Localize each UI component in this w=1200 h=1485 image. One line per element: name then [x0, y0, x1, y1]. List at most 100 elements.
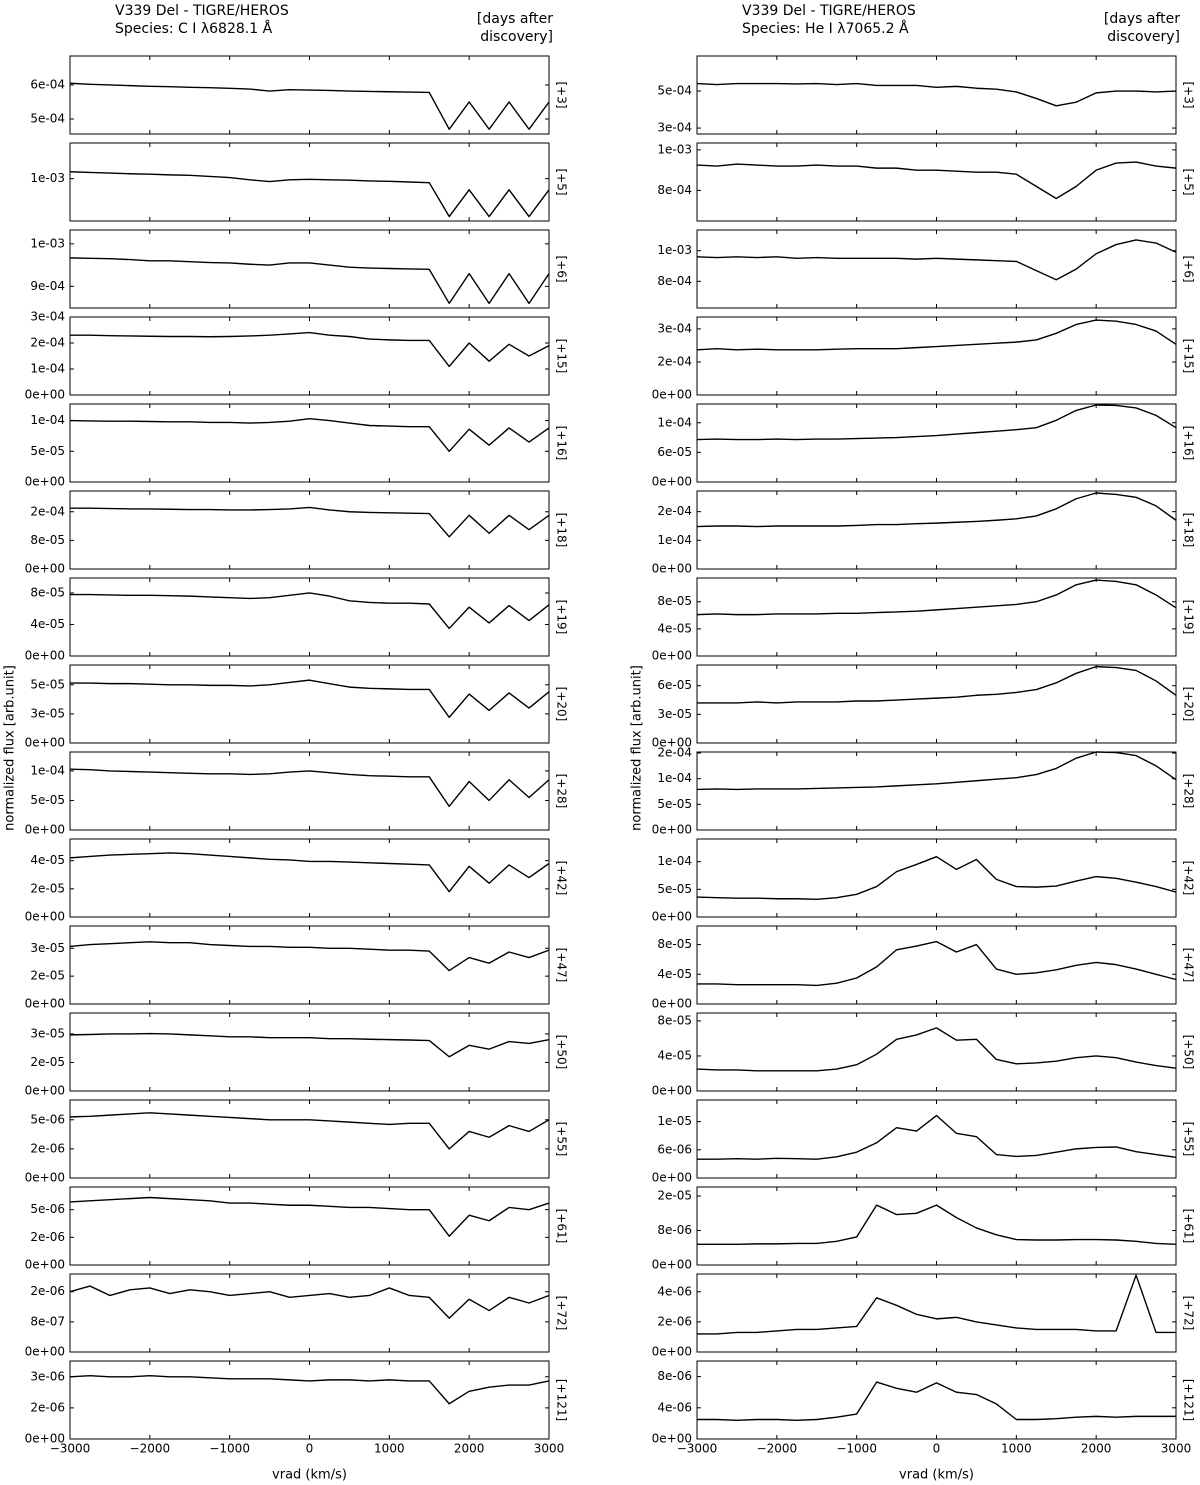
y-tick-label: 4e-06	[657, 1400, 692, 1414]
y-tick-label: 2e-06	[30, 1141, 65, 1155]
spectrum-line	[697, 1274, 1176, 1335]
panel-frame	[69, 751, 550, 831]
chart-subtitle: Species: He I λ7065.2 Å	[742, 20, 909, 37]
panel-note: discovery]	[1107, 29, 1180, 45]
y-tick-label: 8e-06	[657, 1369, 692, 1383]
x-tick-label: −1000	[209, 1442, 250, 1456]
panel-frame	[69, 925, 550, 1005]
spectrum-line	[696, 579, 1177, 616]
x-tick-label: 0	[306, 1442, 314, 1456]
epoch-label: [+72]	[555, 1296, 569, 1331]
y-tick-label: 3e-04	[30, 310, 65, 324]
spectrum-line	[70, 592, 550, 630]
y-tick-label: 0e+00	[25, 649, 65, 663]
panel-frame	[696, 403, 1177, 483]
y-tick-label: 9e-04	[30, 279, 65, 293]
y-tick-label: 5e-04	[30, 112, 65, 126]
epoch-label: [+121]	[1182, 1379, 1196, 1421]
y-tick-label: 5e-06	[30, 1202, 65, 1216]
spectrum-line	[696, 492, 1177, 528]
y-tick-label: 4e-06	[657, 1284, 692, 1298]
y-tick-label: 2e-05	[30, 881, 65, 895]
epoch-label: [+28]	[1182, 774, 1196, 809]
epoch-label: [+50]	[555, 1035, 569, 1070]
panel-note: [days after	[1104, 11, 1180, 27]
y-tick-label: 8e-07	[30, 1314, 65, 1328]
y-tick-label: 0e+00	[25, 910, 65, 924]
y-tick-label: 8e-05	[30, 533, 65, 547]
y-tick-label: 8e-05	[657, 937, 692, 951]
y-tick-label: 0e+00	[25, 997, 65, 1011]
y-tick-label: 0e+00	[652, 1345, 692, 1359]
epoch-label: [+3]	[1182, 81, 1196, 108]
panel-frame	[696, 229, 1177, 309]
epoch-label: [+15]	[1182, 339, 1196, 374]
epoch-label: [+55]	[555, 1122, 569, 1157]
panel-note: [days after	[477, 11, 553, 27]
y-tick-label: 3e-05	[30, 1026, 65, 1040]
chart-subtitle: Species: C I λ6828.1 Å	[115, 20, 273, 37]
y-axis-label: normalized flux [arb.unit]	[630, 665, 645, 831]
epoch-label: [+20]	[555, 687, 569, 722]
panel-frame	[69, 316, 550, 396]
panel-frame	[696, 1273, 1177, 1353]
y-tick-label: 4e-05	[657, 621, 692, 635]
panel-frame	[696, 925, 1177, 1005]
panel-frame	[69, 838, 550, 918]
epoch-label: [+28]	[555, 774, 569, 809]
y-tick-label: 3e-04	[657, 121, 692, 135]
y-tick-label: 2e-04	[30, 336, 65, 350]
x-tick-label: −3000	[677, 1442, 718, 1456]
epoch-label: [+61]	[555, 1209, 569, 1244]
panel-frame	[69, 1273, 550, 1353]
x-tick-label: 3000	[1161, 1442, 1192, 1456]
spectrum-line	[69, 852, 550, 893]
spectrum-line	[69, 257, 550, 305]
epoch-label: [+72]	[1182, 1296, 1196, 1331]
y-tick-label: 0e+00	[25, 1432, 65, 1446]
y-tick-label: 4e-05	[657, 1048, 692, 1062]
x-axis-label: vrad (km/s)	[272, 1468, 347, 1483]
x-tick-label: 1000	[374, 1442, 405, 1456]
y-tick-label: 8e-05	[657, 1013, 692, 1027]
y-tick-label: 0e+00	[25, 562, 65, 576]
y-tick-label: 6e-05	[657, 678, 692, 692]
y-tick-label: 3e-05	[30, 941, 65, 955]
chart-title: V339 Del - TIGRE/HEROS	[742, 3, 916, 19]
y-axis-label: normalized flux [arb.unit]	[3, 665, 18, 831]
y-tick-label: 0e+00	[25, 1345, 65, 1359]
x-tick-label: −1000	[836, 1442, 877, 1456]
panel-frame	[69, 142, 550, 222]
y-tick-label: 2e-05	[30, 1055, 65, 1069]
spectrum-line	[69, 171, 550, 218]
panel-frame	[696, 55, 1177, 135]
y-tick-label: 0e+00	[652, 997, 692, 1011]
panel-frame	[69, 577, 550, 657]
y-tick-label: 4e-05	[30, 617, 65, 631]
y-tick-label: 0e+00	[652, 1084, 692, 1098]
y-tick-label: 0e+00	[25, 475, 65, 489]
spectrum-line	[69, 1285, 550, 1319]
epoch-label: [+19]	[1182, 600, 1196, 635]
y-tick-label: 1e-03	[30, 236, 65, 250]
y-tick-label: 0e+00	[652, 562, 692, 576]
spectrum-line	[70, 331, 550, 368]
y-tick-label: 5e-04	[657, 84, 692, 98]
spectrum-line	[696, 82, 1177, 107]
y-tick-label: 1e-04	[657, 415, 692, 429]
y-tick-label: 0e+00	[25, 388, 65, 402]
y-tick-label: 6e-05	[657, 445, 692, 459]
epoch-label: [+5]	[555, 168, 569, 195]
x-tick-label: −2000	[130, 1442, 171, 1456]
panel-note: discovery]	[480, 29, 553, 45]
spectrum-line	[69, 1032, 550, 1058]
panel-frame	[696, 664, 1177, 744]
spectrum-line	[69, 418, 550, 452]
y-tick-label: 0e+00	[25, 1084, 65, 1098]
y-tick-label: 3e-06	[30, 1369, 65, 1383]
spectrum-line	[69, 768, 550, 808]
epoch-label: [+6]	[555, 255, 569, 282]
y-tick-label: 1e-04	[30, 763, 65, 777]
y-tick-label: 0e+00	[652, 475, 692, 489]
